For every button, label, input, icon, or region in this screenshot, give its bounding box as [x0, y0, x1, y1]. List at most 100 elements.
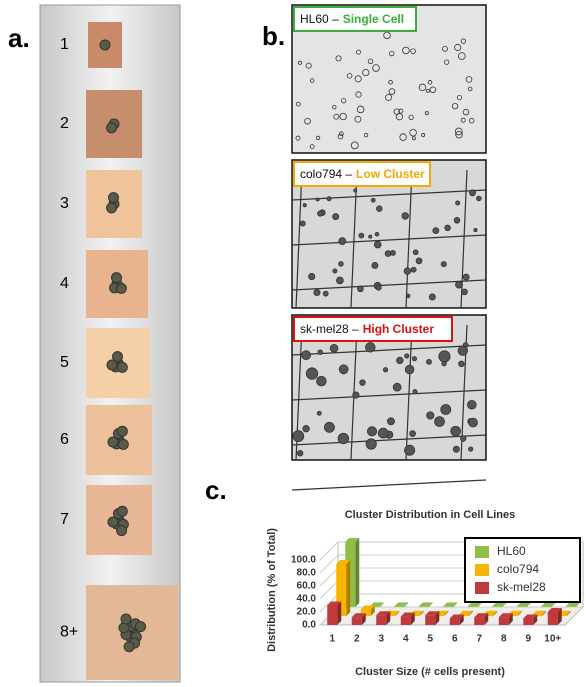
cell	[135, 621, 147, 633]
cell	[341, 98, 347, 104]
cell	[441, 360, 447, 367]
bar-top	[360, 605, 375, 610]
cell	[372, 64, 380, 72]
bar	[400, 616, 411, 625]
bar-top	[376, 611, 391, 616]
bar	[467, 606, 478, 607]
cell	[296, 450, 304, 457]
label-box	[293, 161, 431, 187]
cell	[426, 411, 435, 420]
cell	[388, 50, 395, 57]
bar	[492, 606, 503, 607]
cell	[460, 117, 466, 123]
bar-top	[351, 613, 366, 618]
cell	[317, 349, 323, 355]
micrograph-label: sk-mel28 – High Cluster	[300, 322, 434, 336]
cell	[335, 55, 342, 62]
x-tick-label: 9	[525, 634, 531, 645]
bar	[376, 615, 387, 625]
legend-label: colo794	[497, 562, 539, 576]
bar-side	[419, 610, 424, 616]
cell	[456, 94, 463, 101]
cell	[106, 359, 118, 371]
cell	[358, 232, 365, 239]
grid-ruling	[291, 189, 487, 201]
cell	[451, 102, 459, 110]
cluster-size-label: 8+	[60, 624, 78, 641]
bar-side	[395, 610, 400, 616]
label-box	[293, 6, 417, 32]
cell	[401, 212, 409, 220]
bar-top	[394, 602, 409, 607]
cell	[332, 268, 338, 274]
bar-top	[498, 613, 513, 618]
cell	[107, 192, 119, 204]
bar-side	[557, 608, 562, 625]
cell	[404, 353, 410, 359]
grid-ruling	[350, 169, 358, 309]
cell	[355, 49, 361, 55]
cell-line: sk-mel28 –	[300, 322, 359, 336]
bar	[360, 609, 371, 616]
legend-swatch	[475, 564, 489, 576]
cell	[426, 358, 432, 365]
cell	[467, 399, 477, 410]
cell	[316, 410, 322, 416]
cell	[305, 62, 312, 69]
cell	[309, 144, 315, 149]
cell	[375, 284, 382, 291]
bar-side	[575, 602, 580, 607]
panel-label: c.	[205, 475, 227, 505]
cell	[415, 257, 423, 265]
cell	[453, 217, 461, 224]
bar-top	[443, 602, 458, 607]
cell	[339, 112, 347, 121]
grid-ruling	[291, 389, 487, 401]
bar-side	[379, 602, 384, 607]
cell	[357, 285, 364, 293]
cell	[410, 266, 417, 273]
bar-top	[458, 610, 473, 615]
cell	[295, 135, 301, 141]
cell	[338, 131, 344, 137]
bar-top	[516, 602, 531, 607]
cluster-size-label: 1	[60, 36, 69, 53]
cluster-size-label: 4	[60, 275, 69, 292]
cell	[403, 267, 412, 275]
grid-ruling	[405, 169, 413, 309]
cell	[468, 117, 475, 124]
cell	[359, 379, 366, 386]
cell	[107, 516, 119, 528]
cell	[106, 202, 118, 214]
cell	[322, 290, 329, 297]
cell	[409, 128, 417, 137]
bar-top	[449, 614, 464, 619]
cell	[317, 210, 324, 217]
bar-side	[508, 613, 513, 625]
cell	[329, 343, 339, 353]
cell	[324, 421, 335, 433]
bar-top	[345, 538, 360, 542]
cluster-level: Low Cluster	[356, 167, 425, 181]
cluster-size-label: 3	[60, 195, 69, 212]
bar	[449, 618, 460, 625]
cell	[412, 389, 418, 395]
bar-top	[418, 602, 433, 607]
bar	[516, 606, 527, 607]
grid-ruling	[291, 434, 487, 446]
cell	[363, 133, 369, 138]
cell	[350, 141, 359, 150]
cell	[404, 364, 415, 375]
bar-top	[336, 560, 351, 564]
bar-top	[369, 602, 384, 607]
cell	[424, 111, 429, 116]
bar-top	[400, 612, 415, 617]
bar-side	[361, 613, 366, 625]
cell	[476, 195, 482, 202]
cell	[315, 197, 320, 202]
cell	[434, 416, 445, 427]
x-tick-label: 7	[476, 634, 482, 645]
bar-side	[484, 613, 489, 625]
bar-top	[523, 614, 538, 619]
